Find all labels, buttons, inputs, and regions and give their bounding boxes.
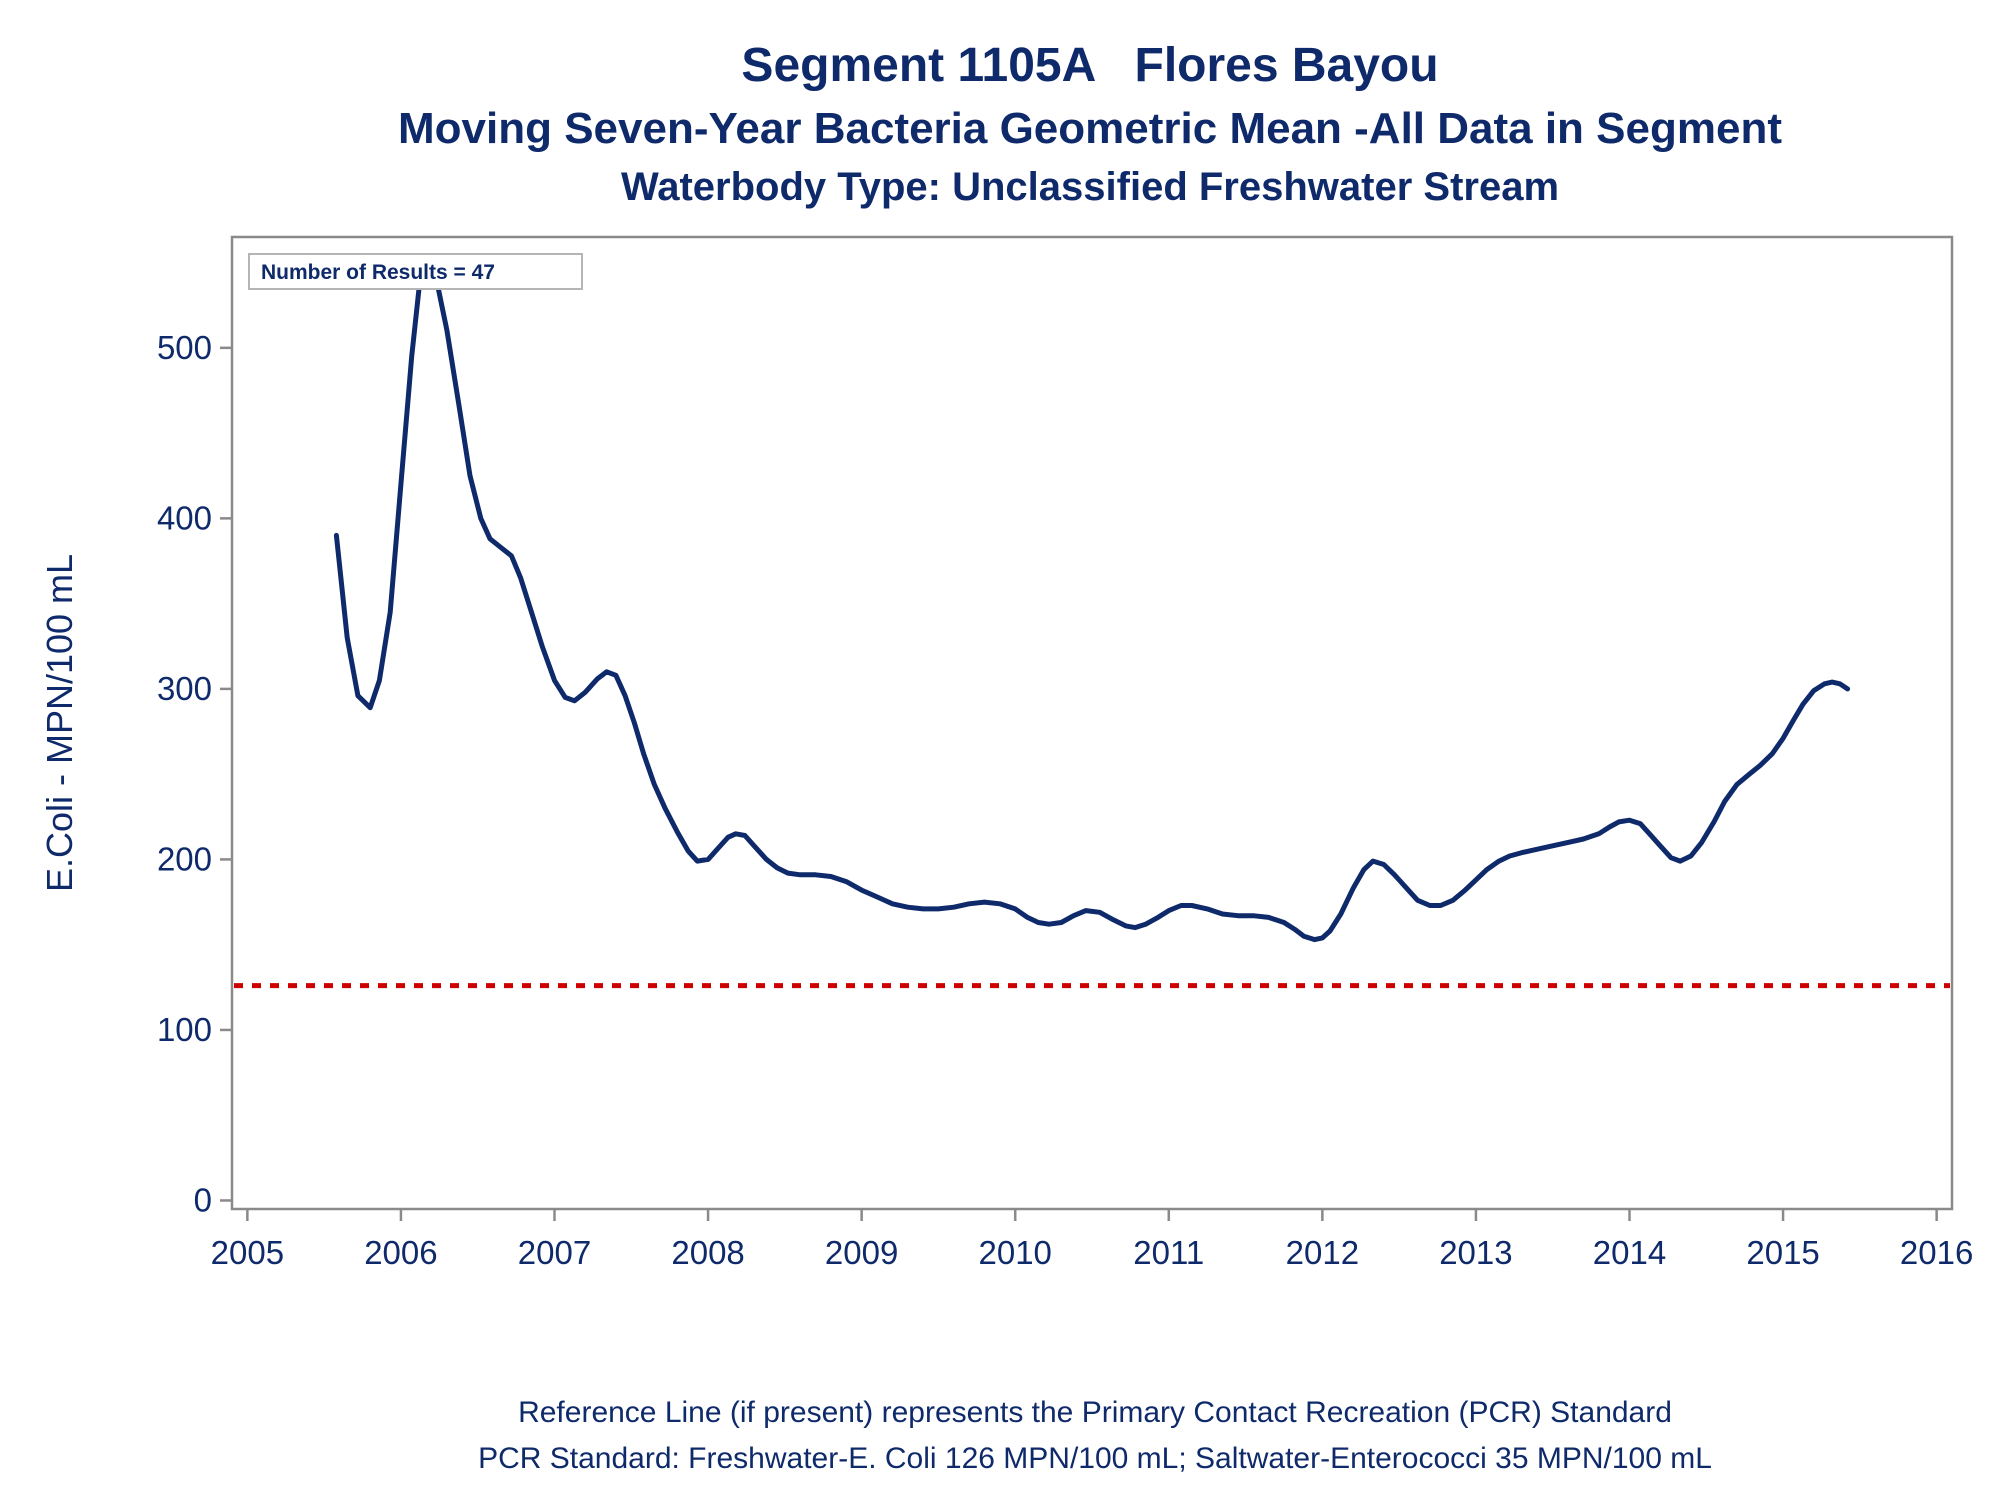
y-axis-label: E.Coli - MPN/100 mL — [39, 554, 80, 892]
plot-frame — [230, 235, 1954, 1211]
y-axis: 0 100 200 300 400 500 — [157, 329, 232, 1218]
footer-note-1: Reference Line (if present) represents t… — [518, 1396, 1672, 1429]
x-tick-label: 2015 — [1746, 1234, 1819, 1271]
footer-note-2: PCR Standard: Freshwater-E. Coli 126 MPN… — [478, 1442, 1712, 1475]
x-tick-label: 2008 — [671, 1234, 744, 1271]
results-count-label: Number of Results = 47 — [261, 261, 495, 284]
chart-subtitle: Moving Seven-Year Bacteria Geometric Mea… — [398, 104, 1782, 153]
x-tick-label: 2010 — [979, 1234, 1052, 1271]
y-tick-label: 300 — [157, 670, 212, 707]
x-tick-label: 2011 — [1133, 1234, 1204, 1271]
series-line — [333, 256, 1851, 943]
x-tick-label: 2007 — [518, 1234, 591, 1271]
x-axis: 2005 2006 2007 2008 2009 2010 2011 2012 2013 2014… — [211, 1209, 1973, 1271]
x-tick-label: 2016 — [1900, 1234, 1973, 1271]
chart-title: Segment 1105A Flores Bayou — [741, 39, 1439, 92]
y-tick-label: 500 — [157, 329, 212, 366]
results-annotation: Number of Results = 47 — [248, 253, 583, 290]
chart-subtitle-2: Waterbody Type: Unclassified Freshwater … — [620, 165, 1560, 209]
x-tick-label: 2014 — [1593, 1234, 1666, 1271]
x-tick-label: 2009 — [825, 1234, 898, 1271]
x-tick-label: 2005 — [211, 1234, 284, 1271]
x-tick-label: 2012 — [1286, 1234, 1359, 1271]
x-tick-label: 2013 — [1439, 1234, 1512, 1271]
y-tick-label: 0 — [194, 1181, 212, 1218]
y-tick-label: 100 — [157, 1011, 212, 1048]
y-tick-label: 200 — [157, 840, 212, 877]
y-tick-label: 400 — [157, 499, 212, 536]
x-tick-label: 2006 — [364, 1234, 437, 1271]
